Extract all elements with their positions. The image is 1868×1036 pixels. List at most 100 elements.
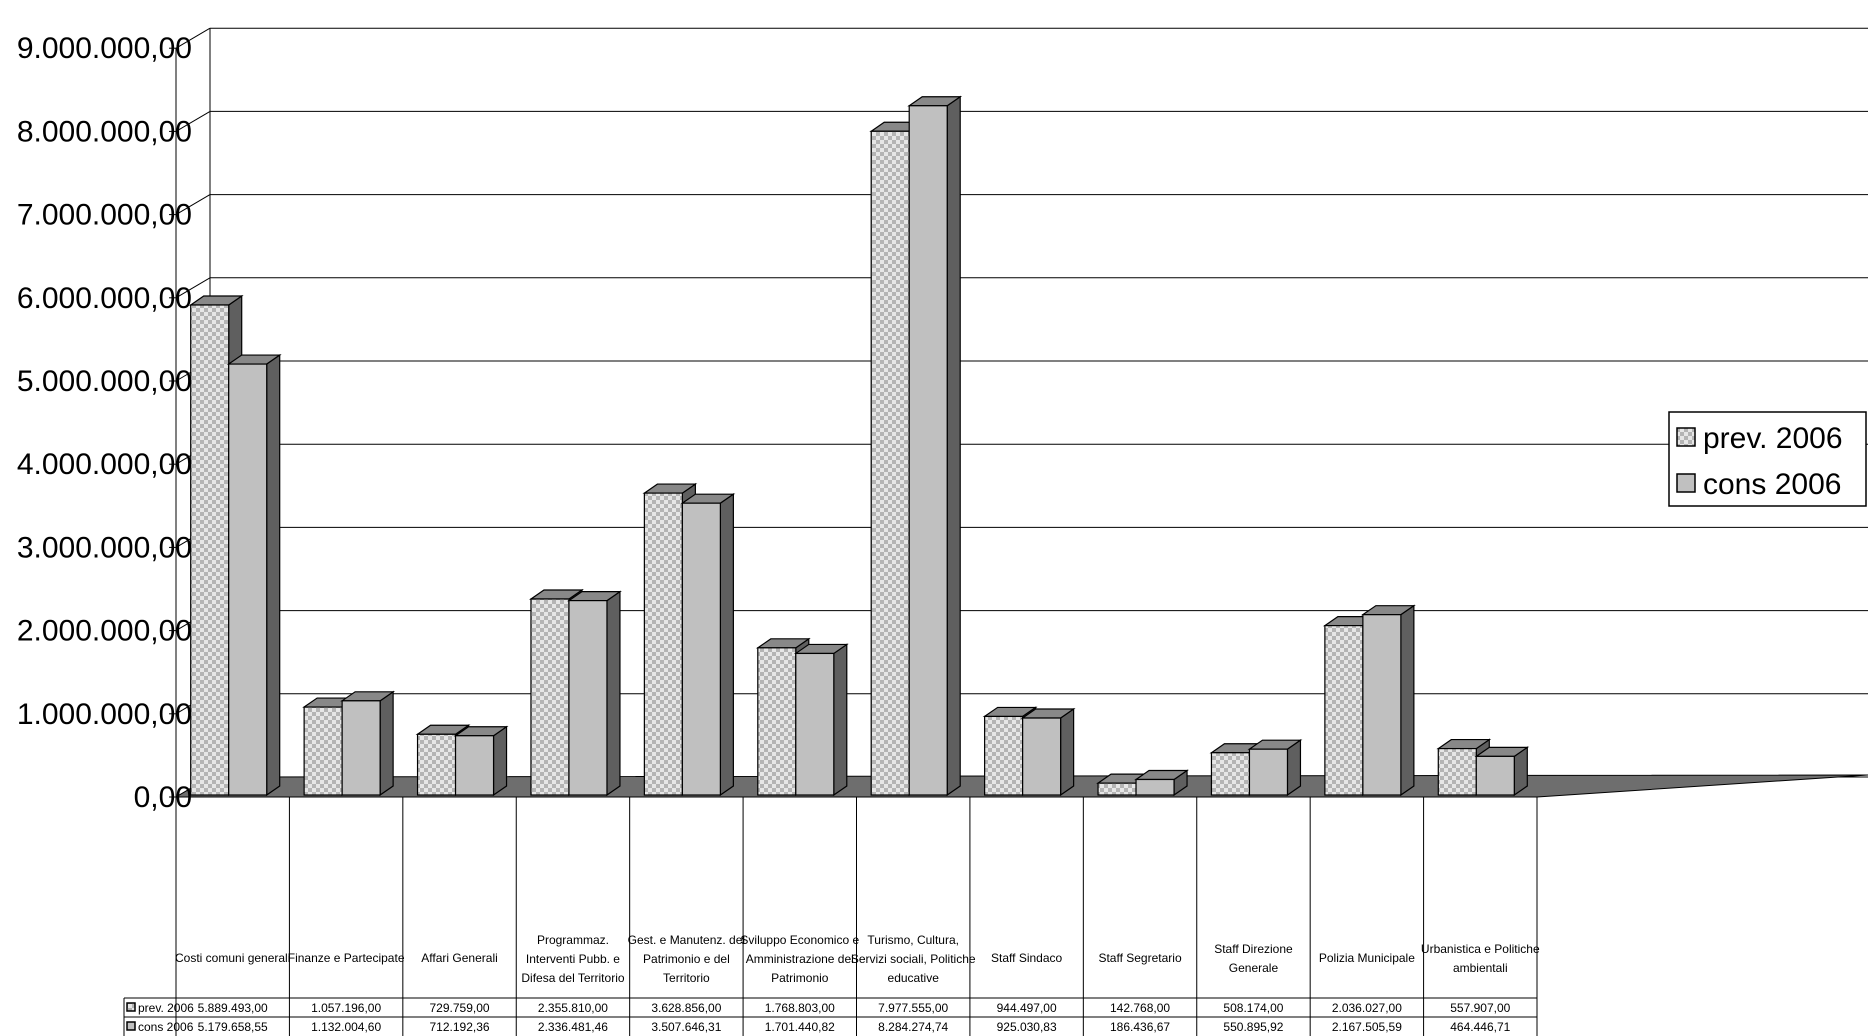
data-label-prev: 557.907,00: [1450, 1001, 1510, 1015]
bar-side: [492, 725, 508, 797]
data-label-cons: 550.895,92: [1223, 1020, 1283, 1034]
table-key-cons: [126, 1021, 136, 1031]
table-key-prev: [126, 1002, 136, 1012]
bar-front: [795, 652, 835, 796]
category-label: Programmaz.: [537, 933, 609, 947]
bar-side: [833, 643, 848, 797]
y-tick-label: 2.000.000,00: [17, 615, 192, 648]
bar-cons: [680, 493, 736, 797]
bar-cons: [226, 353, 282, 797]
gridline-depth: [175, 277, 211, 299]
data-label-cons: 186.436,67: [1110, 1020, 1170, 1034]
bar-front: [341, 700, 381, 796]
data-label-cons: 8.284.274,74: [878, 1020, 948, 1034]
legend: prev. 2006 cons 2006: [1668, 411, 1867, 507]
bar-cons: [907, 95, 963, 797]
data-table: Costi comuni generali 5.889.493,00 5.179.6…: [123, 797, 1540, 1036]
category-label: educative: [888, 971, 940, 985]
data-label-prev: 1.768.803,00: [765, 1001, 835, 1015]
bar-front: [1475, 755, 1515, 796]
category-label: Urbanistica e Politiche: [1421, 942, 1540, 956]
data-label-prev: 7.977.555,00: [878, 1001, 948, 1015]
category-label: Generale: [1229, 961, 1279, 975]
gridline-depth: [175, 110, 211, 132]
data-label-cons: 712.192,36: [430, 1020, 490, 1034]
bar-front: [681, 502, 721, 796]
category-label: Staff Segretario: [1098, 951, 1181, 965]
gridline-depth: [175, 194, 211, 216]
category-label: Interventi Pubb. e: [526, 952, 620, 966]
bar-front: [984, 715, 1024, 796]
bar-front: [1324, 625, 1364, 796]
y-tick-label: 0,00: [134, 781, 192, 814]
category-label: Servizi sociali, Politiche: [851, 952, 976, 966]
y-tick-label: 1.000.000,00: [17, 698, 192, 731]
bar-front: [870, 130, 910, 796]
legend-swatch-prev: [1676, 427, 1696, 447]
category-label: Affari Generali: [421, 951, 497, 965]
category-label: Finanze e Partecipate: [288, 951, 405, 965]
bar-front: [416, 733, 457, 796]
category-label: Difesa del Territorio: [521, 971, 624, 985]
legend-label-prev: prev. 2006: [1703, 422, 1843, 455]
data-label-cons: 2.336.481,46: [538, 1020, 608, 1034]
bar-front: [757, 647, 797, 796]
gridlines: [175, 27, 1868, 798]
bar-front: [190, 304, 230, 796]
category-label: Amministrazione del: [746, 952, 854, 966]
category-label: Gest. e Manutenz. del: [628, 933, 745, 947]
category-label: Polizia Municipale: [1319, 951, 1415, 965]
bar-front: [530, 598, 570, 796]
data-label-prev: 729.759,00: [430, 1001, 490, 1015]
bar-front: [1022, 717, 1062, 796]
bars: [188, 95, 1530, 797]
table-row-label-cons: cons 2006: [138, 1020, 194, 1034]
bar-side: [379, 690, 394, 797]
data-label-cons: 925.030,83: [997, 1020, 1057, 1034]
bar-side: [266, 353, 281, 797]
data-label-cons: 1.132.004,60: [311, 1020, 381, 1034]
category-label: Sviluppo Economico e: [740, 933, 859, 947]
bar-cons: [1134, 769, 1189, 797]
data-label-prev: 2.036.027,00: [1332, 1001, 1402, 1015]
bar-front: [454, 735, 495, 796]
category-label: Staff Direzione: [1214, 942, 1293, 956]
y-tick-label: 9.000.000,00: [17, 32, 192, 65]
data-label-cons: 3.507.646,31: [651, 1020, 721, 1034]
data-label-prev: 5.889.493,00: [198, 1001, 268, 1015]
bar-side: [1400, 604, 1415, 797]
bar-cons: [1020, 707, 1076, 797]
bar-front: [303, 706, 343, 796]
y-tick-label: 4.000.000,00: [17, 448, 192, 481]
y-axis: 0,00 1.000.000,00 2.000.000,00 3.000.000,00…: [17, 32, 192, 814]
y-tick-label: 3.000.000,00: [17, 531, 192, 564]
data-label-prev: 1.057.196,00: [311, 1001, 381, 1015]
category-label: Turismo, Cultura,: [867, 933, 959, 947]
legend-box: [1668, 411, 1867, 507]
bar-front: [1097, 782, 1137, 796]
gridline-depth: [175, 27, 211, 49]
y-tick-label: 6.000.000,00: [17, 282, 192, 315]
y-tick-label: 8.000.000,00: [17, 115, 192, 148]
data-label-prev: 944.497,00: [997, 1001, 1057, 1015]
category-label: Patrimonio: [771, 971, 829, 985]
bar-cons: [453, 725, 509, 797]
bar-cons: [793, 643, 849, 797]
bar-front: [568, 600, 608, 796]
data-label-cons: 1.701.440,82: [765, 1020, 835, 1034]
y-tick-label: 5.000.000,00: [17, 365, 192, 398]
table-row-label-prev: prev. 2006: [138, 1001, 194, 1015]
data-label-prev: 508.174,00: [1223, 1001, 1283, 1015]
data-label-prev: 3.628.856,00: [651, 1001, 721, 1015]
data-label-prev: 142.768,00: [1110, 1001, 1170, 1015]
category-label: Staff Sindaco: [991, 951, 1062, 965]
bar-front: [228, 363, 268, 796]
bar-front: [1210, 752, 1251, 796]
bar-side: [946, 95, 961, 797]
bar-front: [1437, 747, 1477, 796]
bar-front: [1135, 778, 1175, 796]
data-label-prev: 2.355.810,00: [538, 1001, 608, 1015]
bar-front: [908, 105, 948, 796]
category-label: ambientali: [1453, 961, 1508, 975]
